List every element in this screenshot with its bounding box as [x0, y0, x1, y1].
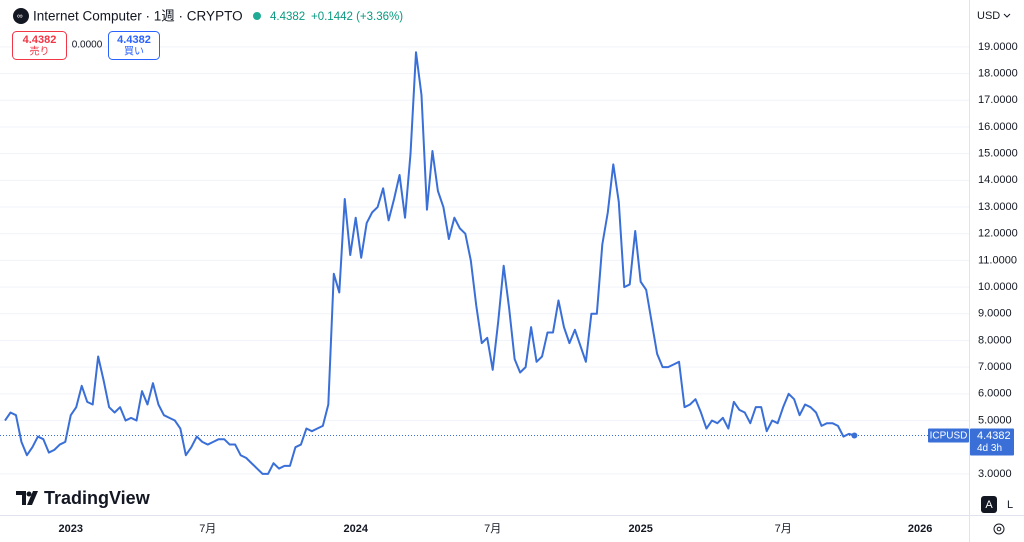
symbol-tag-label: ICPUSD — [930, 431, 968, 442]
x-tick-label: 2023 — [59, 523, 83, 535]
price-line — [4, 51, 855, 475]
y-tick-label: 6.0000 — [978, 388, 1012, 400]
x-tick-label: 2024 — [343, 523, 368, 535]
last-price: 4.4382 — [270, 11, 305, 23]
x-tick-label: 2026 — [908, 523, 932, 535]
settings-icon[interactable] — [993, 523, 1005, 535]
buy-label: 買い — [124, 46, 144, 58]
x-tick-label: 7月 — [199, 523, 216, 535]
y-tick-label: 17.0000 — [978, 94, 1018, 106]
y-tick-label: 7.0000 — [978, 361, 1012, 373]
y-tick-label: 9.0000 — [978, 308, 1012, 320]
symbol-tag — [928, 428, 969, 443]
last-point — [851, 432, 858, 439]
settings-icon-center — [996, 526, 1002, 532]
y-tick-label: 15.0000 — [978, 148, 1018, 160]
auto-scale-label: A — [985, 499, 993, 511]
x-tick-label: 7月 — [484, 523, 501, 535]
y-tick-label: 5.0000 — [978, 414, 1012, 426]
plot — [0, 46, 969, 475]
y-tick-label: 11.0000 — [978, 254, 1017, 266]
y-tick-label: 12.0000 — [978, 228, 1018, 240]
y-tick-label: 14.0000 — [978, 174, 1018, 186]
currency[interactable]: USD — [977, 10, 1000, 22]
tv-logo-mark — [16, 491, 38, 505]
sell-label: 売り — [30, 45, 50, 58]
market-status — [253, 12, 261, 20]
sell-button[interactable] — [12, 31, 67, 60]
tv-logo-dot — [26, 491, 32, 497]
y-tick-label: 19.0000 — [978, 41, 1018, 53]
symbol-logo — [13, 8, 29, 24]
price-change: +0.1442 (+3.36%) — [311, 11, 403, 23]
sell-price: 4.4382 — [23, 34, 57, 46]
y-tick-label: 10.0000 — [978, 281, 1018, 293]
buy-button[interactable] — [108, 31, 160, 60]
x-tick-label: 2025 — [628, 523, 652, 535]
price-tag-value: 4.4382 — [977, 430, 1011, 442]
y-tick-label: 16.0000 — [978, 121, 1018, 133]
spread: 0.0000 — [72, 40, 103, 51]
buy-price: 4.4382 — [117, 34, 151, 46]
y-tick-label: 18.0000 — [978, 67, 1018, 79]
symbol-title: Internet Computer · 1週 · CRYPTO — [33, 9, 243, 24]
log-scale-label[interactable]: L — [1007, 499, 1013, 511]
price-tag — [970, 428, 1014, 456]
auto-scale-button[interactable] — [981, 496, 997, 513]
currency-caret — [1003, 13, 1011, 18]
y-tick-label: 8.0000 — [978, 334, 1012, 346]
tv-logo-text: TradingView — [44, 488, 151, 508]
symbol-logo-glyph: ∞ — [17, 12, 23, 21]
price-tag-countdown: 4d 3h — [977, 443, 1002, 454]
y-tick-label: 13.0000 — [978, 201, 1018, 213]
y-tick-label: 3.0000 — [978, 468, 1012, 480]
x-tick-label: 7月 — [775, 523, 792, 535]
